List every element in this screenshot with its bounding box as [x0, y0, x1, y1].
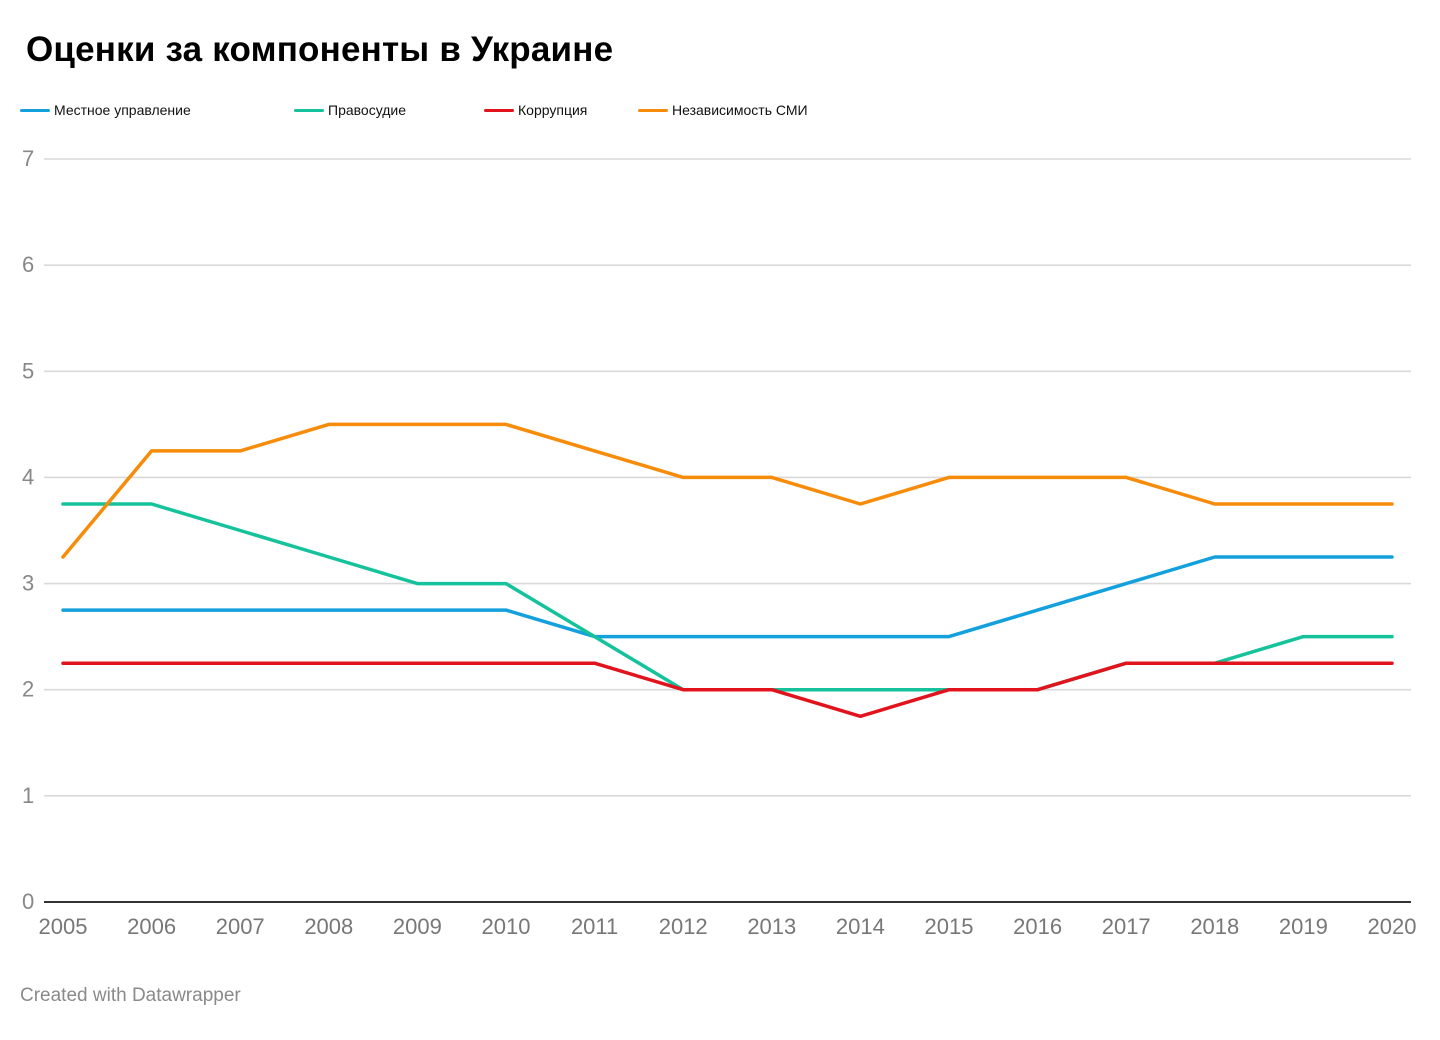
x-tick-label: 2014 — [836, 914, 885, 939]
x-tick-label: 2016 — [1013, 914, 1062, 939]
y-tick-label: 2 — [22, 677, 34, 702]
x-tick-label: 2015 — [925, 914, 974, 939]
y-tick-label: 3 — [22, 571, 34, 596]
chart-title: Оценки за компоненты в Украине — [26, 30, 614, 69]
y-tick-label: 6 — [22, 252, 34, 277]
legend-label-media-independence: Независимость СМИ — [672, 102, 808, 118]
x-tick-label: 2019 — [1279, 914, 1328, 939]
series-line-0 — [61, 555, 1394, 639]
legend-swatch-corruption — [484, 108, 514, 112]
legend-label-local-government: Местное управление — [54, 102, 191, 118]
legend-item-media-independence: Независимость СМИ — [638, 102, 808, 118]
axis-layer: 0 1 2 3 4 5 6 7 2005 2006 2007 2008 2009 2010 2011 2012… — [22, 146, 1416, 939]
x-tick-label: 2012 — [659, 914, 708, 939]
x-tick-label: 2007 — [216, 914, 265, 939]
legend-item-justice: Правосудие — [294, 102, 406, 118]
legend-swatch-local-government — [20, 108, 50, 112]
legend-swatch-media-independence — [638, 108, 668, 112]
x-tick-label: 2013 — [747, 914, 796, 939]
x-tick-label: 2018 — [1190, 914, 1239, 939]
y-tick-label: 5 — [22, 358, 34, 383]
legend-label-corruption: Коррупция — [518, 102, 588, 118]
x-tick-label: 2010 — [482, 914, 531, 939]
x-tick-label: 2008 — [304, 914, 353, 939]
x-tick-label: 2006 — [127, 914, 176, 939]
legend-label-justice: Правосудие — [328, 102, 407, 118]
y-tick-label: 0 — [22, 889, 34, 914]
y-tick-label: 1 — [22, 783, 34, 808]
x-tick-label: 2020 — [1368, 914, 1417, 939]
series-layer — [61, 422, 1394, 719]
y-tick-label: 4 — [22, 464, 34, 489]
y-tick-label: 7 — [22, 146, 34, 171]
x-tick-label: 2011 — [571, 914, 618, 939]
x-tick-label: 2017 — [1102, 914, 1151, 939]
legend-swatch-justice — [294, 108, 324, 112]
x-tick-label: 2009 — [393, 914, 442, 939]
x-tick-label: 2005 — [39, 914, 88, 939]
series-line-3 — [61, 422, 1394, 559]
legend-item-corruption: Коррупция — [484, 102, 587, 118]
legend-item-local-government: Местное управление — [20, 102, 191, 118]
footer-credit: Created with Datawrapper — [20, 985, 241, 1006]
series-line-2 — [61, 661, 1394, 719]
chart-legend: Местное управление Правосудие Коррупция … — [20, 102, 1020, 124]
